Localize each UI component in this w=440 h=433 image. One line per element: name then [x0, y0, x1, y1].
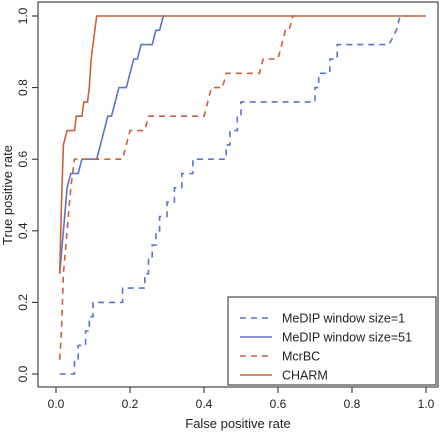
x-tick-label: 0.8: [344, 397, 361, 411]
x-axis-label: False positive rate: [185, 416, 291, 431]
y-tick-label: 0.0: [16, 365, 30, 382]
y-axis-label: True positive rate: [0, 145, 15, 245]
legend-box: [227, 296, 437, 386]
y-tick-label: 0.4: [16, 222, 30, 239]
x-axis: 0.0 0.2 0.4 0.6 0.8 1.0: [48, 387, 435, 411]
x-tick-label: 1.0: [418, 397, 435, 411]
y-tick-label: 0.6: [16, 151, 30, 168]
legend-label-3: CHARM: [282, 369, 328, 383]
plot-frame: [37, 1, 439, 388]
series-line-1: [58, 15, 167, 274]
x-tick-label: 0.4: [196, 397, 213, 411]
series-layer: [58, 15, 426, 375]
legend-label-0: MeDIP window size=1: [282, 312, 405, 326]
legend-label-1: MeDIP window size=51: [282, 331, 412, 345]
y-axis: 0.0 0.2 0.4 0.6 0.8 1.0: [16, 7, 38, 382]
x-tick-label: 0.6: [270, 397, 287, 411]
x-tick-label: 0.0: [48, 397, 65, 411]
y-tick-label: 0.8: [16, 79, 30, 96]
series-line-2: [58, 15, 301, 360]
y-tick-label: 0.2: [16, 294, 30, 311]
legend: MeDIP window size=1 MeDIP window size=51 M…: [227, 296, 437, 386]
y-tick-label: 1.0: [16, 7, 30, 24]
legend-label-2: McrBC: [282, 350, 320, 364]
x-tick-label: 0.2: [122, 397, 139, 411]
series-line-0: [59, 15, 412, 375]
series-line-3: [58, 15, 426, 274]
